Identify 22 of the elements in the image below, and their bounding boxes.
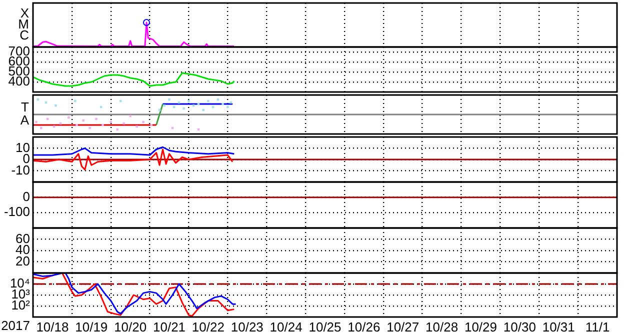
x-tick-label: 10/20	[114, 319, 147, 334]
x-tick-label: 10/28	[426, 319, 458, 334]
y-tick-label: 0	[22, 188, 30, 204]
x-tick-label: 10/21	[152, 319, 186, 334]
x-tick-label: 10/30	[503, 319, 536, 334]
x-tick-label: 10/25	[308, 319, 342, 334]
x-tick-label: 10/18	[36, 319, 69, 334]
x-tick-label: 10/19	[75, 319, 108, 334]
x-tick-label: 10/27	[386, 319, 420, 334]
text: X	[20, 6, 30, 21]
x-tick-label: 10/22	[192, 319, 224, 334]
x-tick-label: 10/24	[270, 319, 302, 334]
x-tick-label: 10/26	[348, 319, 380, 334]
y-tick-label: -100	[4, 204, 30, 220]
x-axis-title: 2017	[1, 318, 30, 334]
x-tick-label: 10/31	[542, 319, 575, 334]
x-tick-label: 10/29	[464, 319, 498, 334]
x-tick-label: 10/23	[230, 319, 264, 334]
text: A	[20, 112, 30, 128]
x-tick-label: 11/1	[585, 319, 610, 334]
text: T	[21, 100, 30, 115]
text: C	[20, 28, 29, 43]
